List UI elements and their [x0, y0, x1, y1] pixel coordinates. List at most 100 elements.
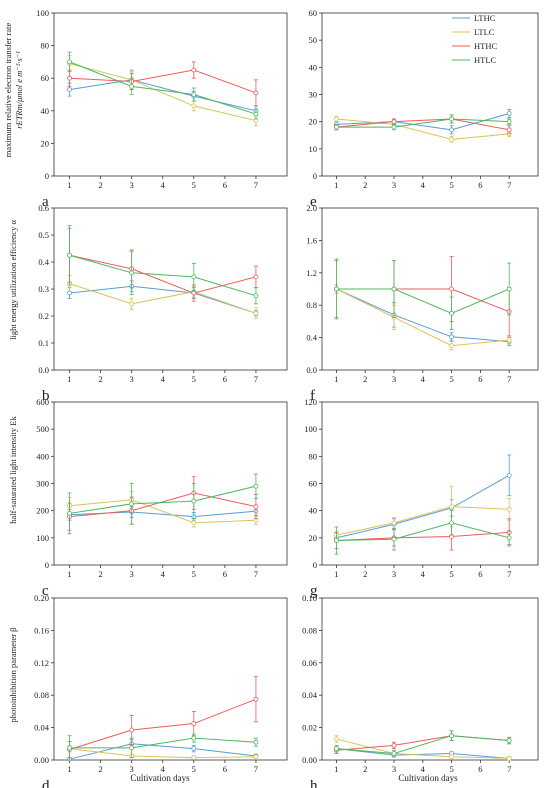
series-line [69, 492, 257, 518]
x-tick-label: 1 [334, 764, 338, 774]
x-tick-label: 7 [507, 764, 511, 774]
data-point [191, 67, 197, 73]
data-point [253, 739, 259, 745]
data-point [391, 520, 397, 526]
x-tick-label: 6 [478, 374, 482, 384]
data-point [253, 483, 259, 489]
x-tick-label: 5 [449, 764, 453, 774]
y-tick-label: 20 [309, 533, 318, 543]
y-tick-label: 100 [304, 424, 317, 434]
data-point [253, 504, 259, 509]
data-point [129, 745, 135, 751]
panel-e: 0 10 20 30 40 50 60 1 2 3 4 5 6 7 e [309, 8, 539, 210]
y-tick-label: 0 [45, 560, 49, 570]
panel-letter: c [42, 583, 49, 599]
data-point [129, 83, 135, 89]
y-tick-label: 0.2 [38, 311, 49, 321]
data-point [191, 274, 197, 280]
data-point [506, 755, 512, 761]
y-tick-label: 0.6 [38, 203, 49, 213]
x-tick-label: 6 [223, 569, 227, 579]
data-point [506, 337, 512, 343]
series-line [69, 748, 256, 759]
y-tick-label: 40 [309, 506, 318, 516]
y-tick-label: 600 [36, 397, 49, 407]
data-point [253, 696, 259, 702]
data-point [449, 136, 455, 142]
series-line [336, 506, 510, 536]
x-tick-label: 7 [507, 374, 511, 384]
data-point [253, 310, 259, 316]
y-tick-label: 0.4 [38, 257, 49, 267]
data-point [391, 743, 397, 748]
series-line [336, 735, 510, 755]
data-point [67, 745, 72, 751]
x-tick-label: 7 [254, 764, 258, 774]
x-tick-label: 3 [130, 569, 134, 579]
x-tick-label: 4 [421, 569, 426, 579]
data-point [449, 504, 455, 509]
data-point [391, 751, 397, 756]
data-point [449, 310, 455, 316]
data-point [67, 87, 72, 93]
y-tick-label: 0.00 [34, 755, 49, 765]
data-point [253, 90, 259, 96]
y-tick-label: 0.04 [302, 690, 318, 700]
panel-g: 0 20 40 60 80 100 120 1 2 3 4 5 6 7 g [304, 397, 539, 599]
x-tick-label: 4 [421, 764, 426, 774]
legend-item-ltlc: LTLC [452, 27, 495, 37]
data-point [191, 103, 197, 109]
legend-item-htlc: HTLC [452, 55, 497, 65]
panel-c: 0 100 200 300 400 500 600 1 2 3 4 5 6 7 c [36, 397, 288, 599]
data-point [333, 746, 339, 752]
y-tick-label: 100 [36, 533, 49, 543]
y-tick-label: 80 [309, 451, 318, 461]
series-line [69, 485, 257, 514]
y-tick-label: 400 [36, 451, 49, 461]
y-tick-label: 2.0 [306, 203, 317, 213]
x-tick-label: 1 [67, 180, 71, 190]
data-point [391, 119, 397, 125]
series-hthc [333, 114, 512, 135]
x-tick-label: 6 [478, 764, 482, 774]
x-tick-label: 3 [130, 374, 134, 384]
series-line [336, 748, 510, 759]
x-tick-label: 5 [192, 764, 196, 774]
series-line [69, 737, 256, 749]
series-line [336, 118, 510, 140]
y-tick-label: 60 [309, 479, 318, 489]
x-tick-label: 1 [67, 374, 71, 384]
data-point [129, 270, 135, 276]
y-tick-label: 0.0 [306, 365, 317, 375]
x-tick-label: 7 [507, 569, 511, 579]
y-tick-label: 0.04 [34, 723, 50, 733]
y-tick-label: 1.6 [306, 235, 317, 245]
x-tick-label: 3 [130, 180, 134, 190]
series-line [336, 288, 510, 347]
panel-letter: g [310, 583, 318, 599]
data-point [506, 506, 512, 512]
x-tick-label: 4 [161, 374, 166, 384]
y-tick-label: 20 [309, 117, 318, 127]
x-tick-label: 4 [421, 374, 426, 384]
series-htlc [333, 114, 512, 131]
panel-b: 0.0 0.1 0.2 0.3 0.4 0.5 0.6 1 2 3 4 5 6 7 b [38, 203, 288, 404]
y-tick-label: 120 [304, 397, 317, 407]
data-point [333, 286, 339, 292]
x-tick-label: 1 [334, 374, 338, 384]
series-lthc [333, 746, 512, 761]
series-line [69, 61, 257, 115]
y-tick-label: 0.8 [306, 300, 317, 310]
series-line [69, 69, 257, 94]
series-line [336, 113, 510, 131]
x-tick-label: 7 [254, 569, 258, 579]
series-ltlc [333, 735, 512, 761]
series-htlc [67, 733, 259, 761]
x-tick-label: 5 [192, 180, 196, 190]
y-tick-label: 40 [309, 62, 318, 72]
series-line [69, 285, 257, 314]
series-line [336, 531, 510, 542]
data-point [67, 75, 72, 81]
data-point [191, 735, 197, 741]
